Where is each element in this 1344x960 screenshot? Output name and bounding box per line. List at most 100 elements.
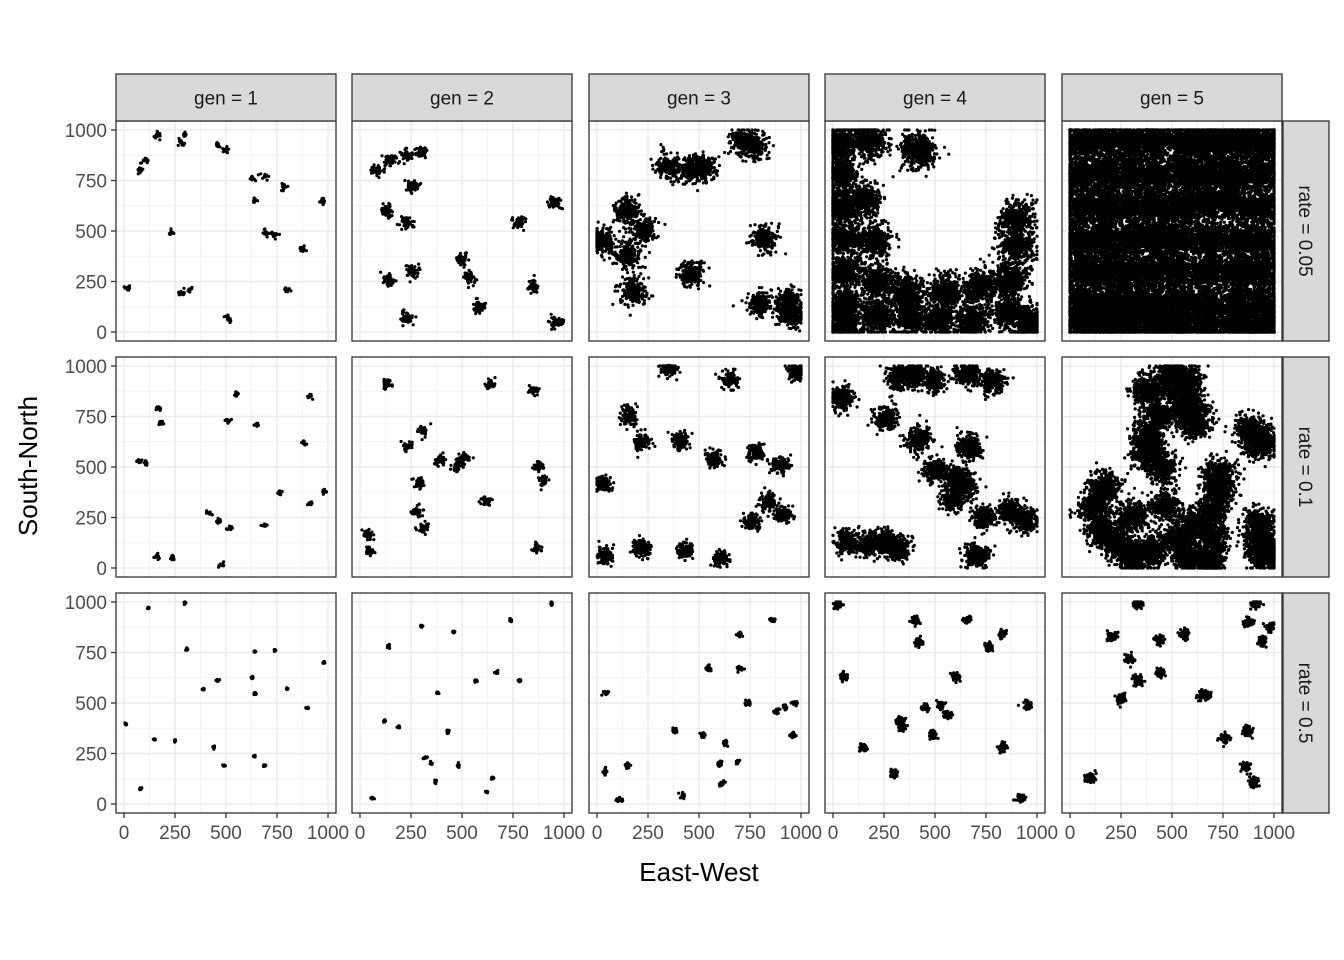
data-point <box>708 266 711 269</box>
data-point <box>468 269 471 272</box>
data-point <box>128 287 131 290</box>
data-point <box>683 158 686 161</box>
data-point <box>462 263 465 266</box>
data-point <box>263 227 266 230</box>
data-point <box>612 220 615 223</box>
data-point <box>643 299 646 302</box>
data-point <box>557 324 560 327</box>
data-point <box>647 239 650 242</box>
data-point <box>741 144 744 147</box>
data-point <box>386 156 389 159</box>
data-point <box>137 172 140 175</box>
data-point <box>623 260 626 263</box>
data-point <box>619 219 622 222</box>
data-point <box>535 291 538 294</box>
data-point <box>410 316 413 319</box>
data-point <box>659 157 662 160</box>
data-point <box>649 232 652 235</box>
data-point <box>765 232 768 235</box>
data-point <box>626 271 629 274</box>
data-point <box>728 141 731 144</box>
data-point <box>643 213 646 216</box>
data-point <box>708 284 711 287</box>
data-point <box>516 226 519 229</box>
data-point <box>641 244 644 247</box>
data-point <box>636 246 639 249</box>
data-point <box>398 223 401 226</box>
data-point <box>763 229 766 232</box>
data-point <box>299 247 302 250</box>
data-point <box>620 202 623 205</box>
data-point <box>746 133 749 136</box>
data-point <box>764 224 767 227</box>
data-point <box>687 278 690 281</box>
data-point <box>629 314 632 317</box>
data-point <box>764 246 767 249</box>
data-point <box>522 229 525 232</box>
data-point <box>762 133 765 136</box>
data-point <box>404 155 407 158</box>
data-point <box>514 223 517 226</box>
data-point <box>699 262 702 265</box>
data-point <box>533 280 536 283</box>
data-point <box>650 220 653 223</box>
data-point <box>696 284 699 287</box>
data-point <box>371 166 374 169</box>
data-point <box>640 225 643 228</box>
data-point <box>748 150 751 153</box>
data-point <box>626 246 629 249</box>
data-point <box>659 176 662 179</box>
data-point <box>651 168 654 171</box>
data-point <box>730 128 733 131</box>
data-point <box>305 249 308 252</box>
data-point <box>390 210 393 213</box>
data-point <box>475 307 478 310</box>
data-point <box>638 241 641 244</box>
data-point <box>156 130 159 133</box>
data-point <box>613 234 616 237</box>
data-point <box>476 297 479 300</box>
data-point <box>687 261 690 264</box>
data-point <box>528 280 531 283</box>
data-point <box>683 280 686 283</box>
data-point <box>685 268 688 271</box>
data-point <box>636 291 639 294</box>
data-point <box>413 148 416 151</box>
data-point <box>736 142 739 145</box>
data-point <box>624 278 627 281</box>
data-point <box>377 176 380 179</box>
data-point <box>734 134 737 137</box>
data-point <box>626 217 629 220</box>
data-point <box>692 166 695 169</box>
data-point <box>637 253 640 256</box>
data-point <box>411 151 414 154</box>
data-point <box>602 227 605 230</box>
data-point <box>695 261 698 264</box>
data-point <box>629 216 632 219</box>
data-point <box>745 141 748 144</box>
data-point <box>623 303 626 306</box>
data-point <box>768 295 771 298</box>
data-point <box>559 207 562 210</box>
data-point <box>415 182 418 185</box>
data-point <box>747 292 750 295</box>
data-point <box>605 242 608 245</box>
data-point <box>664 156 667 159</box>
data-point <box>625 204 628 207</box>
data-point <box>640 282 643 285</box>
data-point <box>533 274 536 277</box>
data-point <box>784 252 787 255</box>
data-point <box>659 143 662 146</box>
data-point <box>639 272 642 275</box>
data-point <box>226 314 229 317</box>
data-point <box>762 299 765 302</box>
data-point <box>755 317 758 320</box>
data-point <box>771 311 774 314</box>
data-point <box>717 155 720 158</box>
data-point <box>703 261 706 264</box>
data-point <box>459 252 462 255</box>
data-point <box>763 138 766 141</box>
data-point <box>381 207 384 210</box>
data-point <box>631 245 634 248</box>
data-point <box>766 154 769 157</box>
